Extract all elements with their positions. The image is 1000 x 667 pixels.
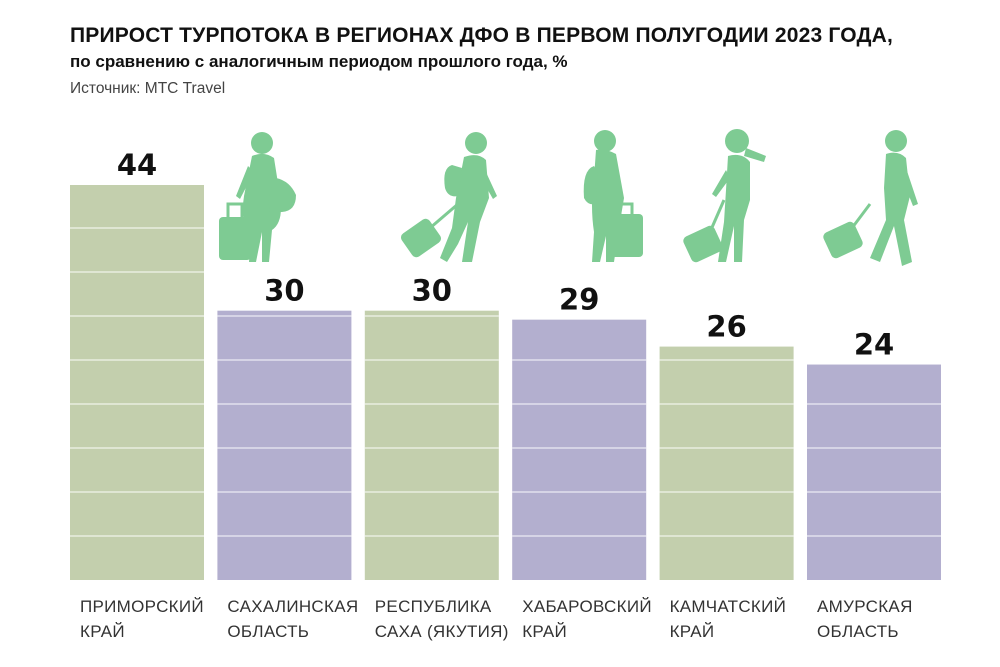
category-label: КАМЧАТСКИЙ КРАЙ xyxy=(670,594,787,644)
bar xyxy=(217,310,352,580)
bar-group-5: 24 xyxy=(807,328,941,580)
category-label: САХАЛИНСКАЯ ОБЛАСТЬ xyxy=(227,594,358,644)
value-label: 24 xyxy=(854,328,894,362)
bar-group-1: 30 xyxy=(217,274,352,580)
category-label: ПРИМОРСКИЙ КРАЙ xyxy=(80,594,204,644)
bar-group-0: 44 xyxy=(70,148,204,580)
bar xyxy=(659,346,794,580)
bar-group-2: 30 xyxy=(364,274,499,580)
category-label-line: АМУРСКАЯ xyxy=(817,597,913,616)
bar xyxy=(70,185,204,580)
category-label-line: САХА (ЯКУТИЯ) xyxy=(374,622,509,641)
bar-group-3: 29 xyxy=(512,283,647,580)
category-label: АМУРСКАЯ ОБЛАСТЬ xyxy=(817,594,913,644)
category-label-line: КРАЙ xyxy=(522,622,568,641)
traveler-woman-phone-icon xyxy=(683,129,766,263)
category-label-line: ХАБАРОВСКИЙ xyxy=(522,597,652,616)
category-label: РЕСПУБЛИКА САХА (ЯКУТИЯ) xyxy=(375,594,509,644)
category-label-line: КРАЙ xyxy=(669,622,715,641)
category-label: ХАБАРОВСКИЙ КРАЙ xyxy=(522,594,652,644)
category-label-line: ПРИМОРСКИЙ xyxy=(80,597,204,616)
category-label-line: ОБЛАСТЬ xyxy=(227,622,310,641)
value-label: 30 xyxy=(264,274,304,308)
traveler-man-walking-icon xyxy=(823,130,918,266)
traveler-man-running-icon xyxy=(401,132,497,262)
value-label: 30 xyxy=(412,274,452,308)
value-label: 26 xyxy=(706,310,746,344)
traveler-woman-backpack-icon xyxy=(583,130,643,262)
bar-group-4: 26 xyxy=(659,310,794,580)
traveler-woman-suitcase-icon xyxy=(219,132,296,262)
bar xyxy=(807,364,941,580)
category-label-line: ОБЛАСТЬ xyxy=(817,622,899,641)
value-label: 29 xyxy=(559,283,599,317)
category-label-line: РЕСПУБЛИКА xyxy=(374,597,492,616)
category-label-line: САХАЛИНСКАЯ xyxy=(227,597,359,616)
category-label-line: КАМЧАТСКИЙ xyxy=(669,597,787,616)
chart-title: ПРИРОСТ ТУРПОТОКА В РЕГИОНАХ ДФО В ПЕРВО… xyxy=(70,24,894,47)
category-label-line: КРАЙ xyxy=(80,622,125,641)
chart-subtitle: по сравнению с аналогичным периодом прош… xyxy=(70,52,568,71)
bar xyxy=(512,319,647,580)
value-label: 44 xyxy=(117,148,157,182)
chart-source: Источник: МТС Travel xyxy=(70,80,226,97)
bar xyxy=(364,310,499,580)
